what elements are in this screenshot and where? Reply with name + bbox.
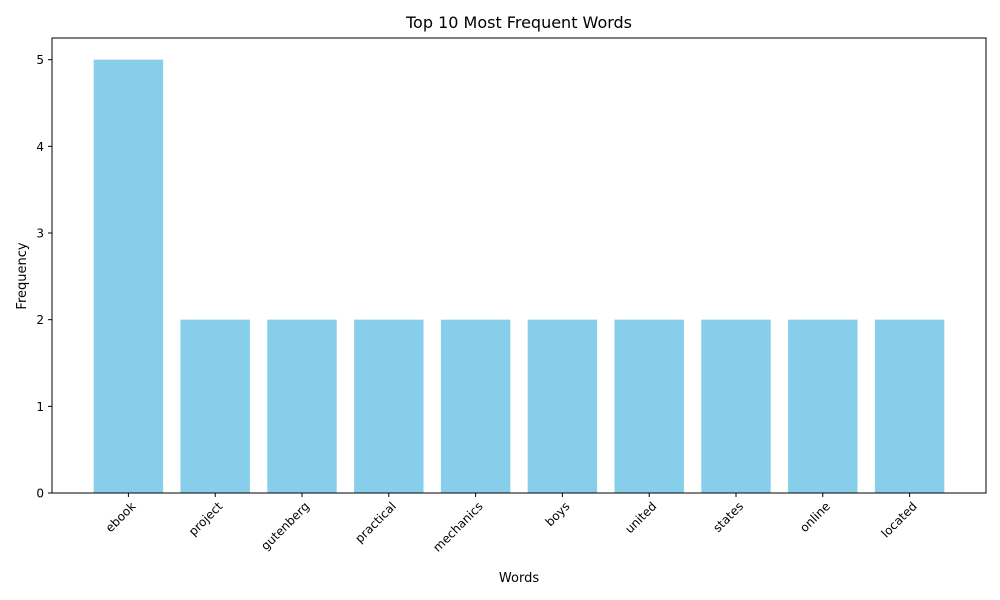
x-axis: ebook project gutenberg practical mechanics b…: [103, 493, 920, 555]
y-tick-label: 3: [36, 227, 44, 241]
x-tick-label: united: [622, 499, 659, 536]
x-tick-label: project: [186, 499, 226, 539]
y-tick-label: 5: [36, 53, 44, 67]
x-axis-label: Words: [499, 571, 539, 586]
y-axis: 0 1 2 3 4 5: [36, 53, 52, 501]
x-tick-label: boys: [543, 499, 573, 529]
bar-practical: [354, 319, 424, 493]
x-tick-label: mechanics: [430, 499, 485, 554]
bar-states: [701, 319, 771, 493]
bar-ebook: [93, 59, 164, 494]
bar-online: [788, 319, 858, 493]
x-tick-label: practical: [352, 499, 399, 546]
bar-boys: [527, 319, 598, 493]
x-tick-label: located: [878, 499, 919, 540]
x-tick-label: states: [710, 499, 746, 535]
y-axis-label: Frequency: [15, 242, 30, 309]
y-tick-label: 1: [36, 400, 44, 414]
bar-located: [874, 319, 945, 493]
bar-united: [614, 319, 684, 493]
y-tick-label: 2: [36, 313, 44, 327]
plot-frame: [51, 37, 987, 494]
bar-mechanics: [440, 319, 511, 493]
bars-layer: [93, 59, 945, 494]
bar-gutenberg: [267, 319, 337, 493]
x-tick-label: ebook: [103, 499, 139, 535]
chart-title: Top 10 Most Frequent Words: [405, 13, 632, 32]
x-tick-label: online: [797, 499, 833, 535]
bar-project: [180, 319, 250, 493]
y-tick-label: 4: [36, 140, 44, 154]
x-tick-label: gutenberg: [258, 499, 312, 553]
y-tick-label: 0: [36, 487, 44, 501]
